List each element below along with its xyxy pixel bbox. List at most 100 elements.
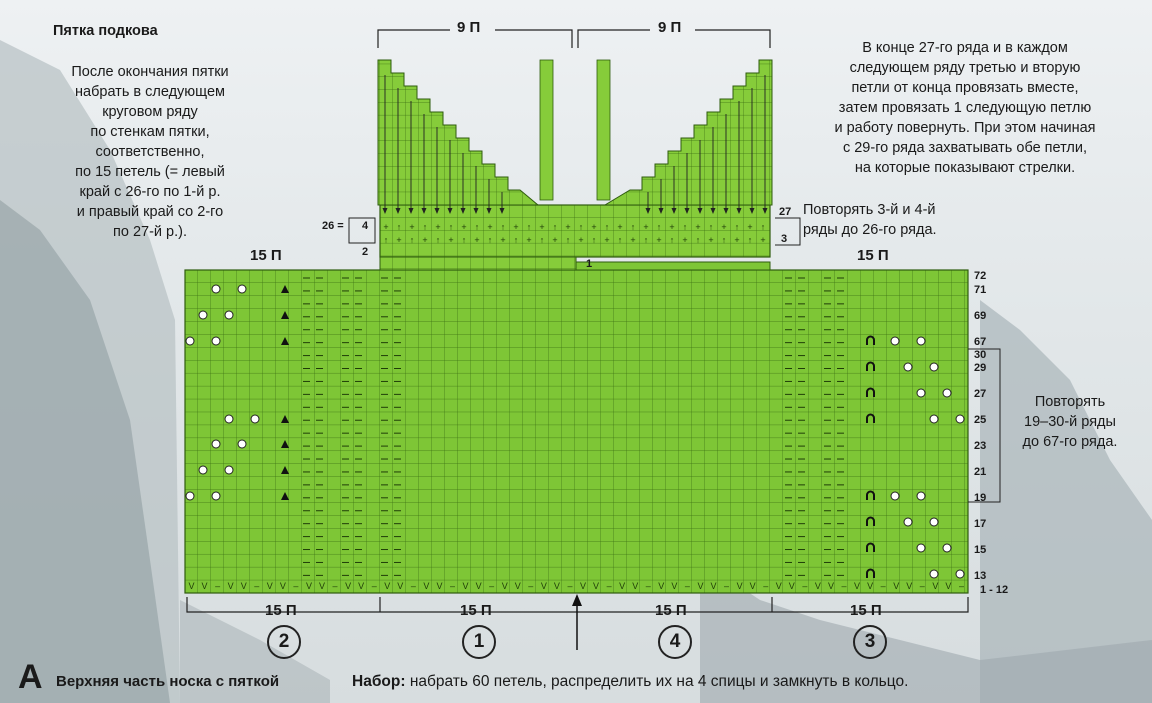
slip-stitch-v-icon: V <box>502 581 508 591</box>
slip-stitch-v-icon: – <box>881 581 886 591</box>
intro-line: по стенкам пятки, <box>90 124 210 140</box>
yarn-over-circle-icon <box>929 362 939 372</box>
top-note: В конце 27-го ряда и в каждом следующем … <box>800 38 1130 178</box>
turn-arrow-head <box>421 208 427 214</box>
slip-mark: + <box>708 235 713 245</box>
slip-mark: + <box>747 222 752 232</box>
slip-mark: + <box>630 235 635 245</box>
slip-stitch-v-icon: V <box>241 581 247 591</box>
note-line: 19–30-й ряды <box>1024 414 1116 430</box>
slip-stitch-v-icon: – <box>607 581 612 591</box>
slip-stitch-v-icon: – <box>920 581 925 591</box>
slip-mark: + <box>643 222 648 232</box>
slip-mark: ↑ <box>592 235 597 245</box>
slip-mark: ↑ <box>748 235 753 245</box>
slip-mark: + <box>617 222 622 232</box>
slip-mark: + <box>513 222 518 232</box>
intro-line: и правый край со 2-го <box>76 204 224 220</box>
slip-mark: + <box>565 222 570 232</box>
row-label-1-12: 1 - 12 <box>980 584 1009 596</box>
yarn-over-circle-icon <box>903 362 913 372</box>
slip-mark: ↑ <box>527 222 532 232</box>
needle-number-2: 2 <box>267 625 301 659</box>
triangle-decrease-icon <box>281 492 289 500</box>
slip-stitch-v-icon: – <box>959 581 964 591</box>
slip-stitch-v-icon: V <box>436 581 442 591</box>
yarn-over-circle-icon <box>916 491 926 501</box>
repeat-bracket <box>968 348 1001 503</box>
heel-left-stair <box>377 59 540 206</box>
yarn-over-circle-icon <box>250 414 260 424</box>
slip-mark: + <box>682 235 687 245</box>
slip-stitch-v-icon: V <box>932 581 938 591</box>
turn-arrow-head <box>697 208 703 214</box>
heel-title: Пятка подкова <box>53 23 158 39</box>
bracket-left-9p <box>377 29 573 48</box>
arch-stitch-icon <box>866 413 875 423</box>
slip-mark: ↑ <box>696 235 701 245</box>
turn-arrow-head <box>723 208 729 214</box>
row-label-71: 71 <box>974 284 987 296</box>
repeat-main-note: Повторять 19–30-й ряды до 67-го ряда. <box>1010 392 1130 452</box>
turn-arrow-head <box>382 208 388 214</box>
slip-mark: + <box>383 222 388 232</box>
slip-stitch-v-icon: – <box>802 581 807 591</box>
triangle-decrease-icon <box>281 337 289 345</box>
intro-line: После окончания пятки <box>71 64 229 80</box>
slip-stitch-v-icon: – <box>685 581 690 591</box>
slip-mark: ↑ <box>683 222 688 232</box>
slip-stitch-v-icon: V <box>776 581 782 591</box>
heel-right-bracket <box>775 217 801 246</box>
yarn-over-circle-icon <box>903 517 913 527</box>
slip-mark: ↑ <box>501 222 506 232</box>
slip-mark: + <box>448 235 453 245</box>
needle-number-3: 3 <box>853 625 887 659</box>
turn-arrow-head <box>395 208 401 214</box>
turn-arrow-head <box>473 208 479 214</box>
heel-row-label-2: 2 <box>362 246 369 258</box>
yarn-over-circle-icon <box>916 388 926 398</box>
slip-mark: + <box>591 222 596 232</box>
slip-mark: ↑ <box>449 222 454 232</box>
slip-stitch-v-icon: V <box>319 581 325 591</box>
slip-mark: + <box>669 222 674 232</box>
arch-stitch-icon <box>866 516 875 526</box>
main-grid <box>184 269 969 594</box>
yarn-over-circle-icon <box>237 439 247 449</box>
slip-stitch-v-icon: V <box>815 581 821 591</box>
slip-stitch-v-icon: – <box>372 581 377 591</box>
note-line: ряды до 26-го ряда. <box>803 222 937 238</box>
turn-arrow-head <box>736 208 742 214</box>
slip-mark: ↑ <box>488 235 493 245</box>
triangle-decrease-icon <box>281 311 289 319</box>
arch-stitch-icon <box>866 361 875 371</box>
yarn-over-circle-icon <box>890 336 900 346</box>
slip-stitch-v-icon: V <box>267 581 273 591</box>
heel-grid <box>379 204 771 258</box>
side-label-right: 15 П <box>857 247 889 264</box>
row-label-72: 72 <box>974 270 987 282</box>
slip-mark: ↑ <box>384 235 389 245</box>
slip-stitch-v-icon: V <box>280 581 286 591</box>
heel-row-label-1: 1 <box>586 258 593 270</box>
row-label-23: 23 <box>974 440 987 452</box>
heel-left-bracket <box>348 217 376 244</box>
slip-stitch-v-icon: V <box>737 581 743 591</box>
slip-mark: ↑ <box>462 235 467 245</box>
turn-arrow-head <box>710 208 716 214</box>
yarn-over-circle-icon <box>955 569 965 579</box>
slip-mark: ↑ <box>670 235 675 245</box>
heel-row-label-27: 27 <box>779 206 792 218</box>
turn-arrow-head <box>762 208 768 214</box>
figure-caption: Верхняя часть носка с пяткой <box>56 673 280 690</box>
slip-mark: + <box>409 222 414 232</box>
figure-letter: A <box>18 658 43 696</box>
slip-stitch-v-icon: – <box>646 581 651 591</box>
yarn-over-circle-icon <box>237 284 247 294</box>
row-label-69: 69 <box>974 310 987 322</box>
yarn-over-circle-icon <box>198 310 208 320</box>
slip-stitch-v-icon: – <box>333 581 338 591</box>
intro-line: по 15 петель (= левый <box>75 164 225 180</box>
slip-mark: ↑ <box>475 222 480 232</box>
yarn-over-circle-icon <box>916 543 926 553</box>
